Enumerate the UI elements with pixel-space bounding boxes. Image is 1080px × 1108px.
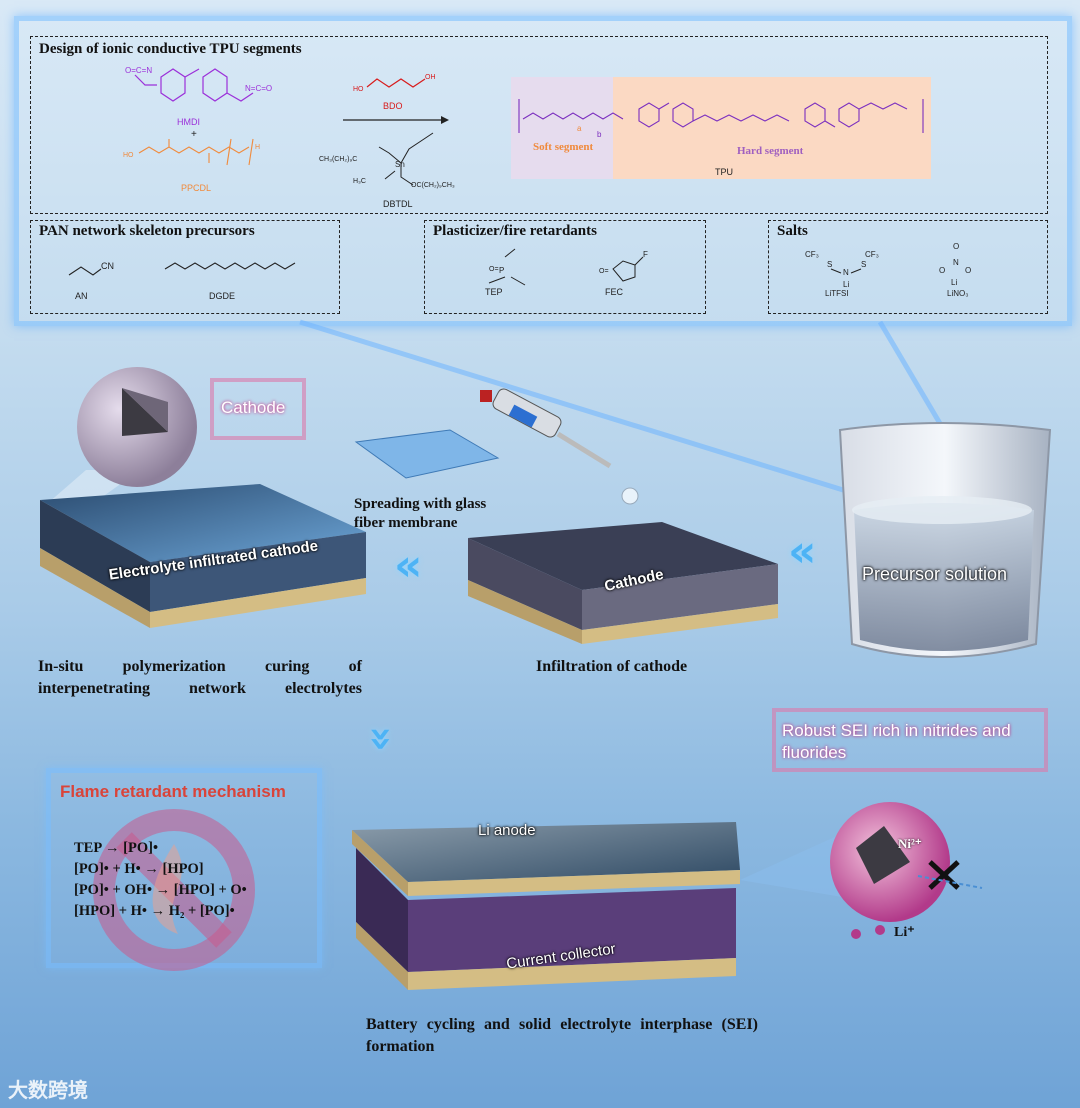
hard-segment-label: Hard segment (737, 145, 804, 157)
svg-text:S: S (861, 260, 866, 269)
dbtdl-label: DBTDL (383, 199, 413, 209)
equation-4: [HPO] + H• → H₂ + [PO]• (74, 903, 235, 919)
spreading-caption: Spreading with glass fiber membrane (354, 496, 487, 531)
pan-box: PAN network skeleton precursors CN AN DG… (30, 220, 340, 314)
svg-text:CF₃: CF₃ (805, 250, 819, 259)
pan-title: PAN network skeleton precursors (39, 223, 255, 239)
svg-text:O=: O= (599, 268, 609, 275)
svg-text:Li: Li (951, 278, 957, 287)
top-panel-frame (14, 16, 1072, 326)
caption-infiltration: Infiltration of cathode (536, 658, 688, 675)
li-anode-label: Li anode (478, 822, 536, 839)
flame-prohibited-icon (93, 809, 255, 971)
svg-text:Li: Li (843, 280, 849, 289)
svg-text:OC(CH₂)₉CH₃: OC(CH₂)₉CH₃ (411, 182, 455, 189)
svg-text:S: S (827, 260, 832, 269)
dgde-label: DGDE (209, 291, 236, 301)
flame-equations: TEP → [PO]• [PO]• + H• → [HPO] [PO]• + O… (74, 838, 247, 922)
cathode-plate (468, 522, 778, 644)
watermark: 大数跨境 (8, 1078, 88, 1102)
ppcdl-label: PPCDL (181, 183, 212, 193)
lino3-label: LiNO₃ (947, 289, 969, 298)
li-ion-label: Li⁺ (894, 925, 915, 940)
cathode-particle (77, 367, 197, 487)
litfsi-structure: CF₃ CF₃ S S N Li (805, 250, 879, 289)
svg-text:H: H (255, 144, 260, 151)
flame-title: Flame retardant mechanism (60, 782, 286, 801)
svg-text:N=C=O: N=C=O (245, 84, 272, 93)
sei-callout-label: Robust SEI rich in nitrides and fluoride… (782, 721, 1011, 762)
tpu-design-box: Design of ionic conductive TPU segments … (30, 36, 1048, 214)
svg-text:P: P (499, 266, 504, 275)
salts-title: Salts (777, 223, 808, 239)
an-structure: CN (68, 261, 114, 276)
plus-sign: + (191, 129, 197, 140)
bdo-label: BDO (383, 101, 403, 111)
hmdi-label: HMDI (177, 117, 200, 127)
svg-text:H₃C: H₃C (353, 178, 366, 185)
sei-particle (830, 802, 983, 939)
equation-1: TEP → [PO]• (74, 840, 159, 856)
hmdi-structure: O=C=N N=C=O (125, 66, 272, 102)
ppcdl-structure: HO H (123, 138, 260, 166)
fec-structure: F O= (599, 250, 648, 282)
svg-text:O: O (953, 242, 959, 251)
cathode-callout-box (210, 378, 306, 440)
caption-in-situ: In-situ polymerization curing of interpe… (38, 658, 362, 697)
tpu-chain-structure: a b (518, 99, 924, 139)
svg-text:Sn: Sn (395, 160, 405, 169)
down-arrow: « (355, 726, 402, 752)
svg-text:O: O (965, 266, 971, 275)
reaction-arrow (343, 116, 449, 124)
caption-battery: Battery cycling and solid electrolyte in… (366, 1016, 758, 1055)
fec-label: FEC (605, 287, 623, 297)
svg-text:a: a (577, 124, 582, 133)
equation-2: [PO]• + H• → [HPO] (74, 861, 204, 877)
svg-text:N: N (953, 258, 959, 267)
tpu-design-title: Design of ionic conductive TPU segments (39, 41, 302, 57)
dbtdl-structure: Sn CH₃(CH₂)₉C H₃C OC(CH₂)₉CH₃ (319, 132, 455, 189)
soft-segment-bg (511, 77, 613, 179)
svg-text:b: b (597, 130, 602, 139)
lino3-structure: ONO O Li (939, 242, 971, 287)
litfsi-label: LiTFSI (825, 289, 849, 298)
bdo-structure: HO OH (353, 74, 436, 93)
svg-text:HO: HO (123, 152, 134, 159)
an-label: AN (75, 291, 88, 301)
plasticizer-box: Plasticizer/fire retardants P O= TEP F O… (424, 220, 706, 314)
svg-text:CN: CN (101, 261, 114, 271)
svg-text:N: N (843, 268, 849, 277)
left-arrow-1: « (394, 540, 423, 591)
cathode-callout-label: Cathode (221, 398, 286, 417)
dgde-structure (164, 262, 296, 270)
battery-stack (352, 822, 740, 990)
svg-text:O: O (939, 266, 945, 275)
precursor-label: Precursor solution (862, 564, 1008, 584)
soft-segment-label: Soft segment (533, 141, 594, 153)
pipette (480, 388, 639, 505)
tep-structure: P O= (488, 248, 526, 286)
sei-callout-box (772, 708, 1048, 772)
electrolyte-cathode-plate (40, 484, 366, 628)
beaker (838, 422, 1052, 658)
svg-text:F: F (643, 250, 648, 259)
equation-3: [PO]• + OH• → [HPO] + O• (74, 882, 247, 898)
left-arrow-2: « (788, 526, 817, 577)
hard-segment-bg (613, 77, 931, 179)
tep-label: TEP (485, 287, 503, 297)
svg-text:CH₃(CH₂)₉C: CH₃(CH₂)₉C (319, 156, 357, 163)
glass-fiber-membrane (354, 429, 500, 479)
svg-text:O=: O= (489, 266, 499, 273)
ni-ion-label: Ni²⁺ (898, 836, 922, 851)
svg-text:CF₃: CF₃ (865, 250, 879, 259)
svg-text:O=C=N: O=C=N (125, 66, 152, 75)
svg-text:OH: OH (425, 74, 436, 81)
plasticizer-title: Plasticizer/fire retardants (433, 223, 597, 239)
tpu-label: TPU (715, 167, 733, 177)
svg-text:HO: HO (353, 86, 364, 93)
